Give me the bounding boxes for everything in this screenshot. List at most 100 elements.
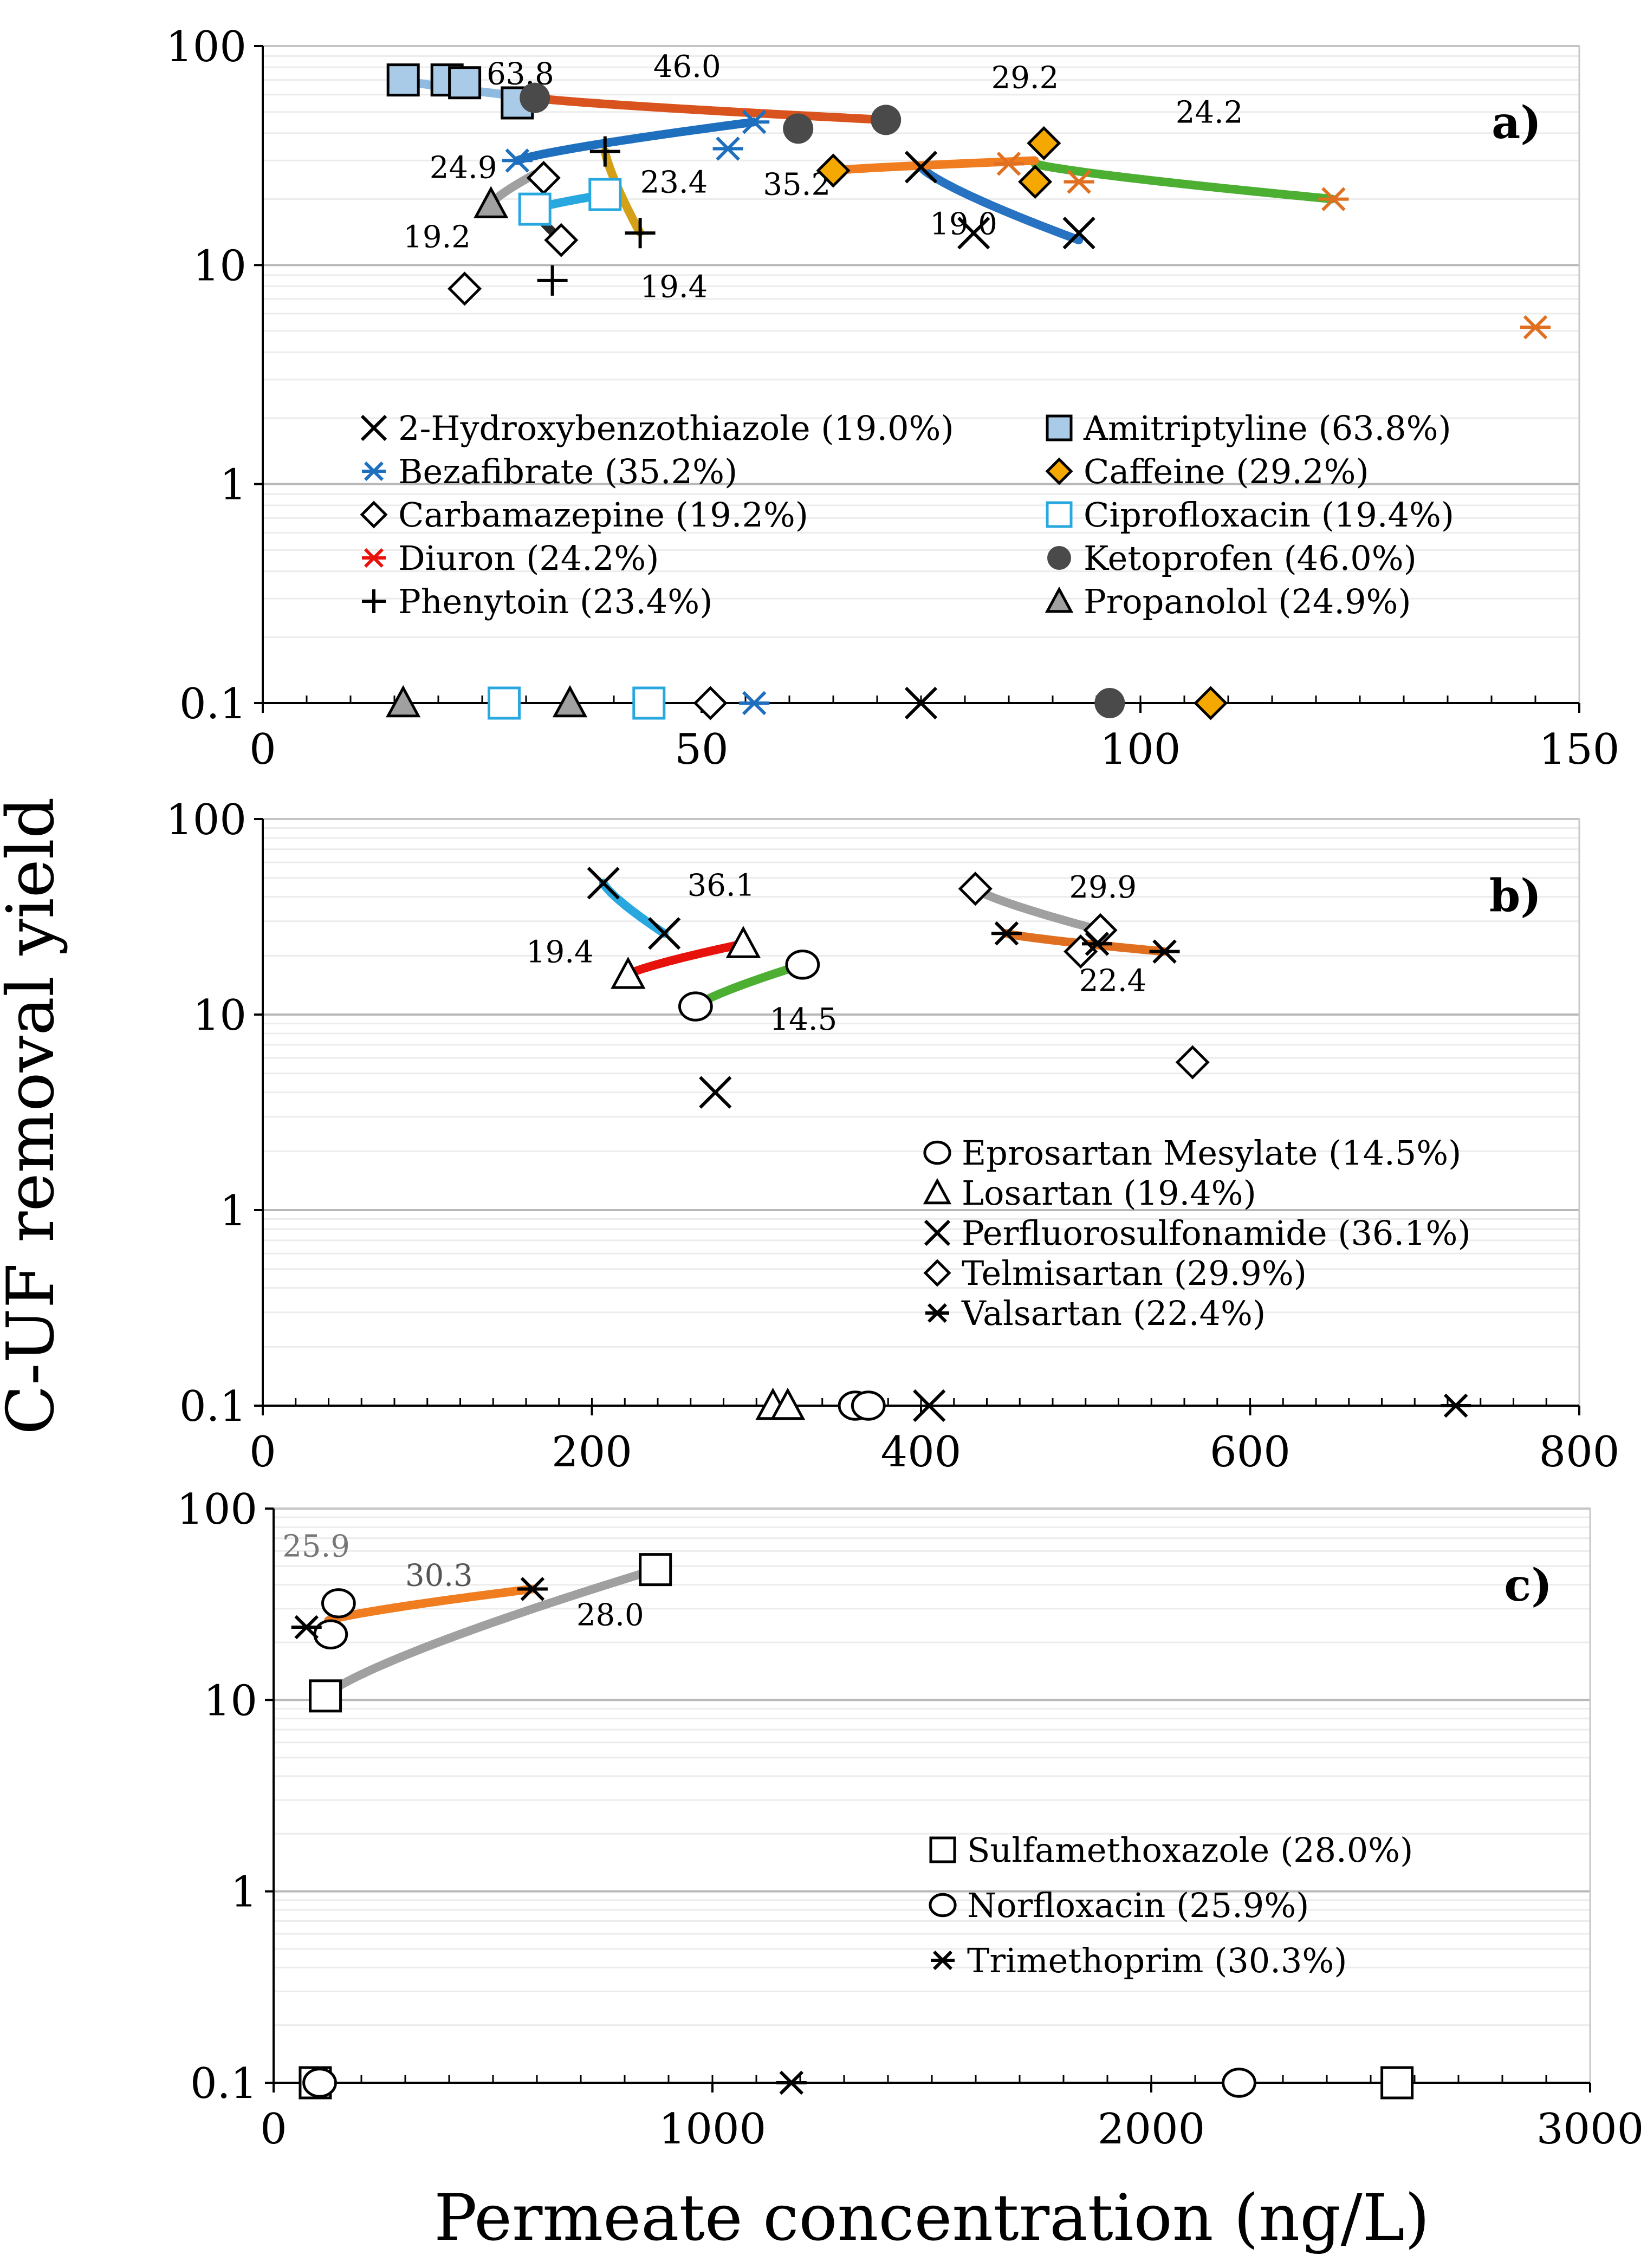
fit-label: 29.9	[1069, 870, 1137, 905]
x-tick-label: 200	[552, 1428, 632, 1477]
fit-curve-core	[1032, 160, 1337, 203]
data-point	[1027, 126, 1061, 160]
legend-marker	[929, 1836, 956, 1863]
data-point	[1318, 187, 1349, 211]
fit-label: 19.4	[640, 270, 708, 305]
data-point	[518, 192, 552, 226]
data-point	[291, 1615, 322, 1640]
x-tick-label: 600	[1210, 1428, 1291, 1477]
x-tick-label: 3000	[1536, 2105, 1644, 2154]
x-axis-label: Permeate concentration (ng/L)	[434, 2180, 1430, 2255]
legend-marker	[362, 589, 386, 613]
data-point	[904, 686, 938, 720]
data-point	[386, 63, 420, 97]
legend-label: Telmisartan (29.9%)	[962, 1253, 1307, 1293]
x-tick-label: 800	[1539, 1428, 1620, 1477]
y-tick-label: 10	[204, 1676, 257, 1725]
x-tick-label: 400	[881, 1428, 962, 1477]
fit-curve-core	[918, 164, 1082, 244]
data-point	[712, 137, 743, 161]
x-tick-label: 150	[1539, 725, 1620, 774]
data-point	[502, 148, 533, 173]
data-point	[474, 186, 509, 218]
legend-label: Perfluorosulfonamide (36.1%)	[962, 1213, 1471, 1253]
legend-marker	[362, 462, 386, 481]
legend-marker	[1047, 546, 1071, 570]
fit-label: 19.2	[403, 220, 471, 255]
fit-label: 23.4	[640, 165, 708, 200]
y-tick-label: 1	[219, 1187, 247, 1236]
data-point	[770, 1387, 806, 1420]
data-point	[632, 686, 666, 720]
data-point	[991, 921, 1022, 946]
fit-curve-core	[601, 148, 644, 237]
fit-label: 24.2	[1176, 95, 1243, 131]
data-point	[904, 151, 938, 184]
legend-marker	[923, 1259, 951, 1287]
data-point	[957, 217, 990, 250]
data-point	[1380, 2066, 1414, 2100]
x-tick-label: 0	[249, 725, 276, 774]
fit-label: 46.0	[653, 49, 721, 85]
data-point	[816, 153, 851, 188]
data-point	[309, 1679, 342, 1713]
data-point	[871, 105, 902, 135]
fit-label: 14.5	[770, 1002, 838, 1037]
x-tick-label: 0	[249, 1428, 276, 1477]
y-tick-label: 0.1	[190, 2059, 257, 2108]
fit-label: 30.3	[405, 1558, 473, 1594]
fit-curve-core	[531, 94, 890, 124]
data-point	[520, 82, 550, 113]
data-point	[589, 136, 620, 167]
fit-label: 19.4	[526, 935, 594, 970]
legend-marker	[924, 1219, 951, 1246]
x-tick-label: 100	[1100, 725, 1181, 774]
legend-label: Sulfamethoxazole (28.0%)	[967, 1830, 1413, 1870]
data-point	[526, 160, 561, 195]
x-tick-label: 50	[675, 725, 728, 774]
data-point	[588, 178, 622, 211]
panel-label: a)	[1492, 97, 1541, 149]
legend-marker	[360, 501, 388, 529]
x-tick-label: 0	[260, 2105, 287, 2154]
data-point	[739, 691, 770, 716]
data-point	[1175, 1045, 1210, 1080]
data-point	[648, 917, 681, 950]
legend-marker	[925, 1303, 949, 1323]
legend-label: Valsartan (22.4%)	[961, 1294, 1266, 1333]
data-point	[1062, 217, 1095, 250]
legend-marker	[931, 1951, 955, 1970]
legend-marker	[923, 1178, 952, 1205]
y-tick-label: 1	[230, 1868, 257, 1917]
fit-curve-core	[830, 157, 1039, 174]
legend-label: Losartan (19.4%)	[962, 1173, 1256, 1213]
fit-curve-core	[692, 961, 806, 1010]
y-tick-label: 10	[193, 242, 247, 290]
fit-label: 25.9	[282, 1529, 350, 1564]
legend-label: 2-Hydroxybenzothiazole (19.0%)	[398, 408, 954, 448]
data-point	[1441, 1393, 1471, 1418]
data-point	[776, 2070, 807, 2095]
legend-marker	[929, 1893, 957, 1918]
data-point	[1222, 2068, 1256, 2098]
data-point	[544, 223, 579, 257]
y-tick-label: 0.1	[179, 1382, 247, 1431]
data-point	[725, 926, 761, 958]
legend-marker	[1046, 414, 1073, 441]
data-point	[958, 872, 993, 906]
legend-marker	[360, 414, 387, 441]
data-point	[313, 1619, 348, 1650]
legend-label: Diuron (24.2%)	[398, 538, 659, 578]
fit-curve-core	[514, 119, 758, 164]
data-point	[994, 152, 1024, 176]
plot-frame	[262, 818, 1580, 1407]
legend-marker	[1045, 457, 1073, 485]
fit-curve-core	[625, 940, 747, 978]
legend-marker	[1045, 586, 1074, 613]
data-point	[699, 1076, 732, 1109]
panel-2: 0 200 400 600 800 0.1 1 10 100 b) 14.5 19.4 36.1 29.9…	[166, 796, 1619, 1477]
legend-label: Amitriptyline (63.8%)	[1083, 408, 1451, 448]
legend-label: Caffeine (29.2%)	[1084, 452, 1369, 491]
y-tick-label: 100	[177, 1485, 257, 1534]
